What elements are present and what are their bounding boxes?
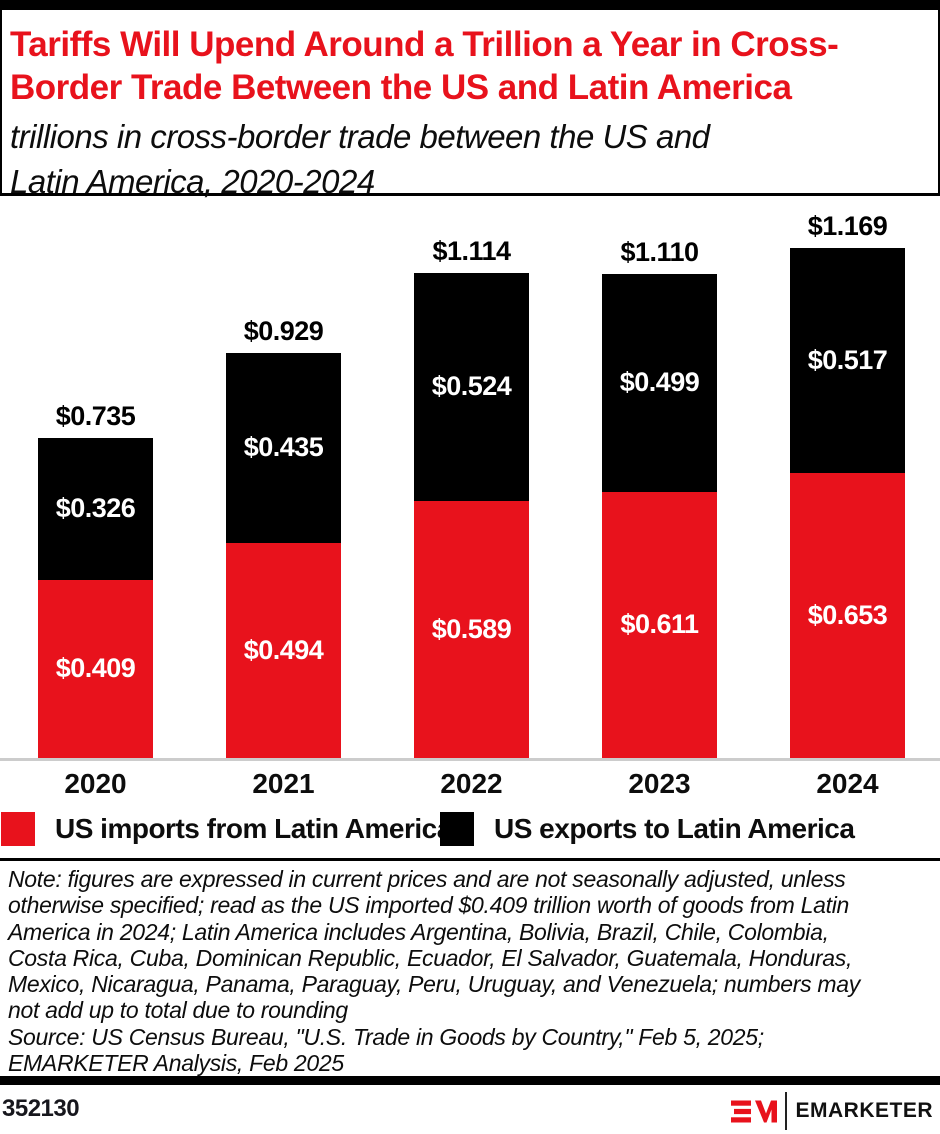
legend-item-exports: US exports to Latin America (440, 812, 855, 846)
subtitle-line: trillions in cross-border trade between … (10, 118, 710, 155)
x-axis-label-2021: 2021 (252, 768, 315, 799)
bar-segment-exports-2023: $0.499 (602, 274, 717, 492)
bar-segment-imports-2024: $0.653 (790, 473, 905, 758)
total-value-label: $1.110 (620, 237, 699, 268)
total-value-label: $0.735 (55, 400, 136, 431)
note-line: not add up to total due to rounding (8, 997, 348, 1024)
imports-value-label: $0.589 (431, 614, 512, 645)
bar-segment-imports-2021: $0.494 (226, 542, 341, 758)
exports-value-label: $0.326 (55, 493, 136, 524)
bar-segment-exports-2022: $0.524 (414, 272, 529, 502)
bar-segment-exports-2021: $0.435 (226, 352, 341, 543)
top-accent-bar (0, 0, 940, 10)
total-value-label: $0.929 (243, 315, 324, 346)
emarketer-logo-mark (731, 1100, 778, 1122)
emarketer-logo: EMARKETER (731, 1091, 933, 1131)
bottom-accent-bar (0, 1076, 940, 1085)
note-line: Mexico, Nicaragua, Panama, Paraguay, Per… (8, 971, 860, 998)
footer: 352130 EMARKETER (0, 1085, 940, 1134)
x-axis-label-2020: 2020 (64, 768, 127, 799)
stacked-bar-chart: $0.409 $0.326 $0.735 $0.494 $0.435 $0.929 $0.5… (0, 196, 940, 761)
x-axis-label-2024: 2024 (816, 768, 879, 799)
bar-group-2023: $0.611 $0.499 (602, 274, 717, 758)
exports-value-label: $0.524 (431, 371, 512, 402)
bar-group-2020: $0.409 $0.326 (38, 437, 153, 758)
total-value-label: $1.114 (432, 235, 511, 266)
exports-value-label: $0.517 (807, 345, 888, 376)
bar-segment-exports-2024: $0.517 (790, 247, 905, 474)
note-line: otherwise specified; read as the US impo… (8, 892, 849, 919)
source-line: EMARKETER Analysis, Feb 2025 (8, 1050, 344, 1077)
note-line: America in 2024; Latin America includes … (8, 918, 829, 945)
imports-value-label: $0.653 (807, 600, 888, 631)
emarketer-wordmark: EMARKETER (795, 1099, 933, 1122)
chart-id: 352130 (2, 1095, 80, 1122)
note-line: Note: figures are expressed in current p… (8, 866, 846, 892)
bar-segment-imports-2023: $0.611 (602, 491, 717, 758)
note-line: Costa Rica, Cuba, Dominican Republic, Ec… (8, 944, 853, 971)
header: Tariffs Will Upend Around a Trillion a Y… (0, 10, 940, 200)
footnote-block: Note: figures are expressed in current p… (8, 866, 934, 1076)
bar-segment-imports-2020: $0.409 (38, 579, 153, 758)
title-line: Tariffs Will Upend Around a Trillion a Y… (10, 25, 839, 64)
exports-value-label: $0.499 (619, 367, 700, 398)
x-axis-label-2023: 2023 (628, 768, 691, 799)
bar-group-2024: $0.653 $0.517 (790, 247, 905, 758)
legend-swatch-imports (1, 812, 35, 846)
exports-value-label: $0.435 (243, 432, 324, 463)
imports-value-label: $0.611 (620, 609, 699, 640)
subtitle-line: Latin America, 2020-2024 (10, 163, 375, 200)
divider-line (0, 858, 940, 861)
imports-value-label: $0.409 (55, 653, 136, 684)
legend-label: US imports from Latin America (55, 813, 452, 844)
bar-group-2021: $0.494 $0.435 (226, 352, 341, 758)
imports-value-label: $0.494 (243, 634, 324, 665)
bar-segment-imports-2022: $0.589 (414, 501, 529, 758)
title-line: Border Trade Between the US and Latin Am… (10, 68, 792, 107)
legend: US imports from Latin America US exports … (0, 812, 940, 854)
legend-item-imports: US imports from Latin America (1, 812, 452, 846)
x-axis-labels: 2020 2021 2022 2023 2024 (0, 762, 940, 806)
total-value-label: $1.169 (807, 210, 888, 241)
x-axis-label-2022: 2022 (440, 768, 503, 799)
logo-divider (785, 1092, 788, 1130)
chart-subtitle: trillions in cross-border trade between … (10, 114, 930, 204)
x-axis-line (0, 758, 940, 761)
bar-group-2022: $0.589 $0.524 (414, 272, 529, 758)
bar-segment-exports-2020: $0.326 (38, 437, 153, 580)
chart-title: Tariffs Will Upend Around a Trillion a Y… (10, 23, 930, 109)
source-line: Source: US Census Bureau, "U.S. Trade in… (8, 1023, 764, 1050)
legend-label: US exports to Latin America (494, 813, 855, 844)
legend-swatch-exports (440, 812, 474, 846)
